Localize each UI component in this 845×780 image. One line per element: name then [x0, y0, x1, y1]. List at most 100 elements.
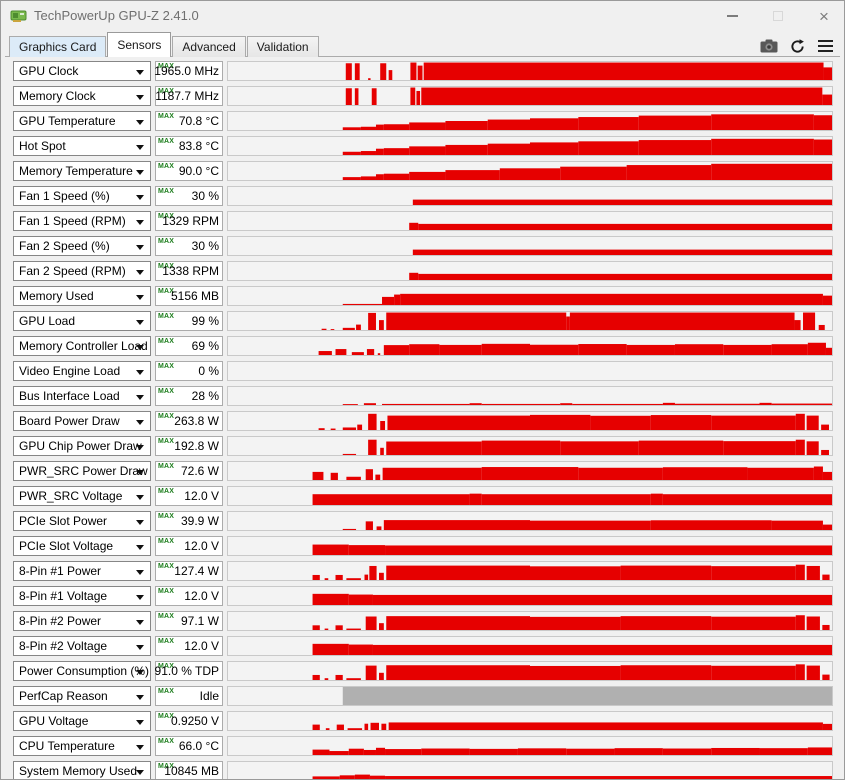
tab-validation[interactable]: Validation: [246, 36, 319, 57]
sensor-select[interactable]: PerfCap Reason: [13, 686, 151, 706]
sensor-graph[interactable]: [227, 61, 833, 81]
sensor-graph[interactable]: [227, 261, 833, 281]
sensor-value-box: MAX 69 %: [155, 336, 223, 356]
sensors-panel: GPU Clock MAX 1965.0 MHz Memory Clock MA…: [1, 57, 844, 779]
sensor-value: 10845 MB: [164, 764, 219, 778]
sensor-select[interactable]: Fan 2 Speed (RPM): [13, 261, 151, 281]
sensor-graph[interactable]: [227, 536, 833, 556]
sensor-graph[interactable]: [227, 686, 833, 706]
sensor-value-box: MAX 10845 MB: [155, 761, 223, 779]
sensor-graph[interactable]: [227, 561, 833, 581]
close-icon: ×: [819, 6, 829, 26]
menu-icon[interactable]: [816, 38, 834, 54]
sensor-select[interactable]: PCIe Slot Voltage: [13, 536, 151, 556]
title-bar: TechPowerUp GPU-Z 2.41.0 ×: [1, 1, 844, 31]
sensor-graph[interactable]: [227, 86, 833, 106]
sensor-graph[interactable]: [227, 436, 833, 456]
sensor-graph[interactable]: [227, 211, 833, 231]
sensor-graph[interactable]: [227, 411, 833, 431]
sensor-graph[interactable]: [227, 136, 833, 156]
maximize-button[interactable]: [758, 1, 798, 31]
sensor-graph[interactable]: [227, 486, 833, 506]
sensor-row: Power Consumption (%) MAX 91.0 % TDP: [13, 661, 844, 681]
tab-graphics-card[interactable]: Graphics Card: [9, 36, 107, 57]
sensor-select[interactable]: Video Engine Load: [13, 361, 151, 381]
sensor-select[interactable]: GPU Temperature: [13, 111, 151, 131]
chevron-down-icon: [136, 620, 144, 625]
sensor-row: 8-Pin #1 Power MAX 127.4 W: [13, 561, 844, 581]
sensor-select[interactable]: Bus Interface Load: [13, 386, 151, 406]
sensor-row: Bus Interface Load MAX 28 %: [13, 386, 844, 406]
sensor-graph[interactable]: [227, 311, 833, 331]
sensor-graph[interactable]: [227, 361, 833, 381]
sensor-value-box: MAX 66.0 °C: [155, 736, 223, 756]
sensor-select[interactable]: System Memory Used: [13, 761, 151, 779]
sensor-select[interactable]: PWR_SRC Voltage: [13, 486, 151, 506]
sensor-select[interactable]: 8-Pin #2 Voltage: [13, 636, 151, 656]
sensor-value: 0 %: [198, 364, 219, 378]
sensor-graph[interactable]: [227, 161, 833, 181]
sensor-graph[interactable]: [227, 386, 833, 406]
refresh-icon[interactable]: [788, 38, 806, 54]
sensor-graph[interactable]: [227, 611, 833, 631]
chevron-down-icon: [136, 95, 144, 100]
sensor-graph[interactable]: [227, 186, 833, 206]
sensor-select[interactable]: PWR_SRC Power Draw: [13, 461, 151, 481]
sensor-select[interactable]: GPU Chip Power Draw: [13, 436, 151, 456]
chevron-down-icon: [136, 545, 144, 550]
sensor-select[interactable]: GPU Clock: [13, 61, 151, 81]
sensor-value-box: MAX 12.0 V: [155, 636, 223, 656]
sensor-graph[interactable]: [227, 586, 833, 606]
sensor-select[interactable]: GPU Voltage: [13, 711, 151, 731]
sensor-graph[interactable]: [227, 461, 833, 481]
sensor-graph[interactable]: [227, 111, 833, 131]
sensor-select[interactable]: Hot Spot: [13, 136, 151, 156]
sensor-select[interactable]: Memory Temperature: [13, 161, 151, 181]
sensor-value-box: MAX 30 %: [155, 186, 223, 206]
sensor-select[interactable]: 8-Pin #1 Voltage: [13, 586, 151, 606]
sensor-graph[interactable]: [227, 761, 833, 779]
tab-bar: Graphics Card Sensors Advanced Validation: [1, 31, 844, 57]
app-icon: [10, 8, 28, 24]
max-label: MAX: [158, 763, 175, 770]
sensor-graph[interactable]: [227, 336, 833, 356]
tab-sensors[interactable]: Sensors: [107, 32, 172, 57]
minimize-button[interactable]: [712, 1, 752, 31]
tab-advanced[interactable]: Advanced: [172, 36, 246, 57]
sensor-graph[interactable]: [227, 711, 833, 731]
sensor-graph[interactable]: [227, 661, 833, 681]
chevron-down-icon: [136, 70, 144, 75]
sensor-row: Fan 1 Speed (%) MAX 30 %: [13, 186, 844, 206]
chevron-down-icon: [136, 120, 144, 125]
max-label: MAX: [158, 588, 175, 595]
sensor-select[interactable]: GPU Load: [13, 311, 151, 331]
sensor-select[interactable]: Power Consumption (%): [13, 661, 151, 681]
sensor-select[interactable]: CPU Temperature: [13, 736, 151, 756]
sensor-select[interactable]: 8-Pin #1 Power: [13, 561, 151, 581]
chevron-down-icon: [136, 270, 144, 275]
chevron-down-icon: [136, 520, 144, 525]
sensor-graph[interactable]: [227, 236, 833, 256]
chevron-down-icon: [136, 145, 144, 150]
max-label: MAX: [158, 138, 175, 145]
sensor-graph[interactable]: [227, 636, 833, 656]
sensor-select[interactable]: Fan 1 Speed (%): [13, 186, 151, 206]
sensor-select[interactable]: Board Power Draw: [13, 411, 151, 431]
sensor-select[interactable]: Memory Clock: [13, 86, 151, 106]
sensor-value: 39.9 W: [180, 514, 219, 528]
sensor-select[interactable]: PCIe Slot Power: [13, 511, 151, 531]
sensor-value: Idle: [199, 689, 219, 703]
sensor-row: GPU Temperature MAX 70.8 °C: [13, 111, 844, 131]
sensor-select[interactable]: Memory Controller Load: [13, 336, 151, 356]
close-button[interactable]: ×: [804, 1, 844, 31]
max-label: MAX: [158, 338, 175, 345]
sensor-select[interactable]: Memory Used: [13, 286, 151, 306]
sensor-graph[interactable]: [227, 511, 833, 531]
sensor-select[interactable]: Fan 1 Speed (RPM): [13, 211, 151, 231]
sensor-graph[interactable]: [227, 736, 833, 756]
sensor-select[interactable]: 8-Pin #2 Power: [13, 611, 151, 631]
sensor-value: 1329 RPM: [162, 214, 219, 228]
camera-icon[interactable]: [760, 38, 778, 54]
sensor-select[interactable]: Fan 2 Speed (%): [13, 236, 151, 256]
sensor-graph[interactable]: [227, 286, 833, 306]
